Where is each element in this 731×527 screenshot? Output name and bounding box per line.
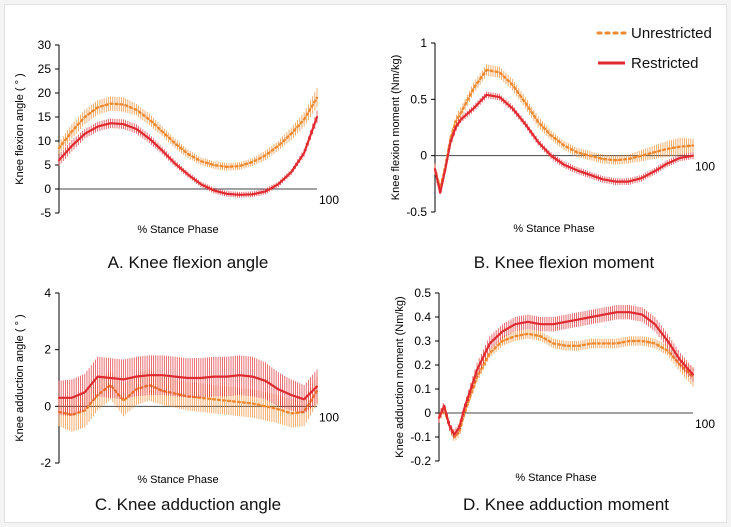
series-restricted-b	[433, 91, 695, 194]
figure-canvas: Unrestricted Restricted 302520151050-510…	[14, 25, 715, 514]
y-tick-label-b: 0	[420, 149, 427, 163]
y-axis-label-a: Knee flexion angle ( ° )	[14, 73, 26, 184]
chart-panel-a: 30 25 20 15 10 5 0 -5 100 % Stance Phase Knee flex…	[14, 38, 339, 272]
mean-line	[57, 96, 319, 169]
series-unrestricted-a	[57, 88, 319, 171]
mean-line	[57, 374, 319, 401]
y-tick-label-b: 1	[420, 36, 427, 50]
legend: Unrestricted Restricted	[596, 25, 712, 72]
x-end-label-a: 100	[319, 193, 339, 207]
y-axis-label-c: Knee adduction angle ( ° )	[14, 314, 26, 441]
x-axis-label-a: % Stance Phase	[137, 224, 218, 236]
legend-unrestricted-label: Unrestricted	[631, 25, 712, 42]
y-tick-label-c: 4	[44, 286, 51, 300]
series-restricted-c	[57, 355, 319, 417]
y-tick-label-a: 0	[44, 182, 51, 196]
x-axis-label-d: % Stance Phase	[515, 472, 596, 484]
y-tick-label-d: 0.4	[414, 310, 431, 324]
x-end-label-c: 100	[319, 410, 339, 424]
figure-frame: Unrestricted Restricted 30 25 20 15 10 5 0 -5 10…	[4, 4, 727, 523]
mean-line	[433, 68, 695, 191]
mean-line	[437, 311, 695, 436]
chart-panel-c: 4 2 0 -2 100 % Stance Phase Knee adduction ang…	[14, 286, 339, 514]
x-end-label-b: 100	[695, 160, 715, 174]
y-tick-label-a: 15	[38, 110, 52, 124]
series-unrestricted-b	[433, 64, 695, 192]
y-tick-label-d: -0.1	[410, 430, 431, 444]
series-restricted-d	[437, 305, 695, 439]
y-tick-label-d: 0.5	[414, 286, 431, 300]
panel-title-c: C. Knee adduction angle	[95, 495, 281, 514]
y-tick-label-a: 20	[38, 86, 52, 100]
panel-title-b: B. Knee flexion moment	[474, 253, 655, 272]
y-tick-label-c: 2	[44, 343, 51, 357]
y-axis-label-b: Knee flexion moment (Nm/kg)	[390, 55, 402, 201]
y-tick-label-a: 25	[38, 62, 52, 76]
x-axis-label-b: % Stance Phase	[513, 223, 594, 235]
y-tick-label-a: 5	[44, 158, 51, 172]
series-unrestricted-d	[437, 329, 695, 441]
legend-restricted-label: Restricted	[631, 55, 699, 72]
mean-line	[433, 93, 695, 194]
y-axis-label-d: Knee adduction moment (Nm/kg)	[394, 296, 406, 457]
y-tick-label-b: -0.5	[406, 205, 427, 219]
y-tick-label-c: 0	[44, 399, 51, 413]
y-tick-label-d: 0	[424, 406, 431, 420]
panel-title-d: D. Knee adduction moment	[463, 495, 669, 514]
panel-title-a: A. Knee flexion angle	[108, 253, 269, 272]
chart-panel-b: 1 0.5 0 -0.5 100 % Stance Phase Knee flexion m…	[390, 36, 715, 272]
y-tick-label-c: -2	[40, 456, 51, 470]
y-tick-label-a: 10	[38, 134, 52, 148]
y-tick-label-d: -0.2	[410, 454, 431, 468]
series-restricted-a	[57, 110, 319, 198]
chart-panel-d: 0.5 0.4 0.3 0.2 0.1 0 -0.1 -0.2 100 % Stance Phas…	[394, 286, 715, 514]
x-end-label-d: 100	[695, 417, 715, 431]
x-axis-label-c: % Stance Phase	[137, 474, 218, 486]
y-tick-label-b: 0.5	[410, 92, 427, 106]
y-tick-label-d: 0.3	[414, 334, 431, 348]
y-tick-label-d: 0.2	[414, 358, 431, 372]
y-tick-label-a: -5	[40, 206, 51, 220]
y-tick-label-d: 0.1	[414, 382, 431, 396]
y-tick-label-a: 30	[38, 38, 52, 52]
mean-line	[57, 115, 319, 196]
